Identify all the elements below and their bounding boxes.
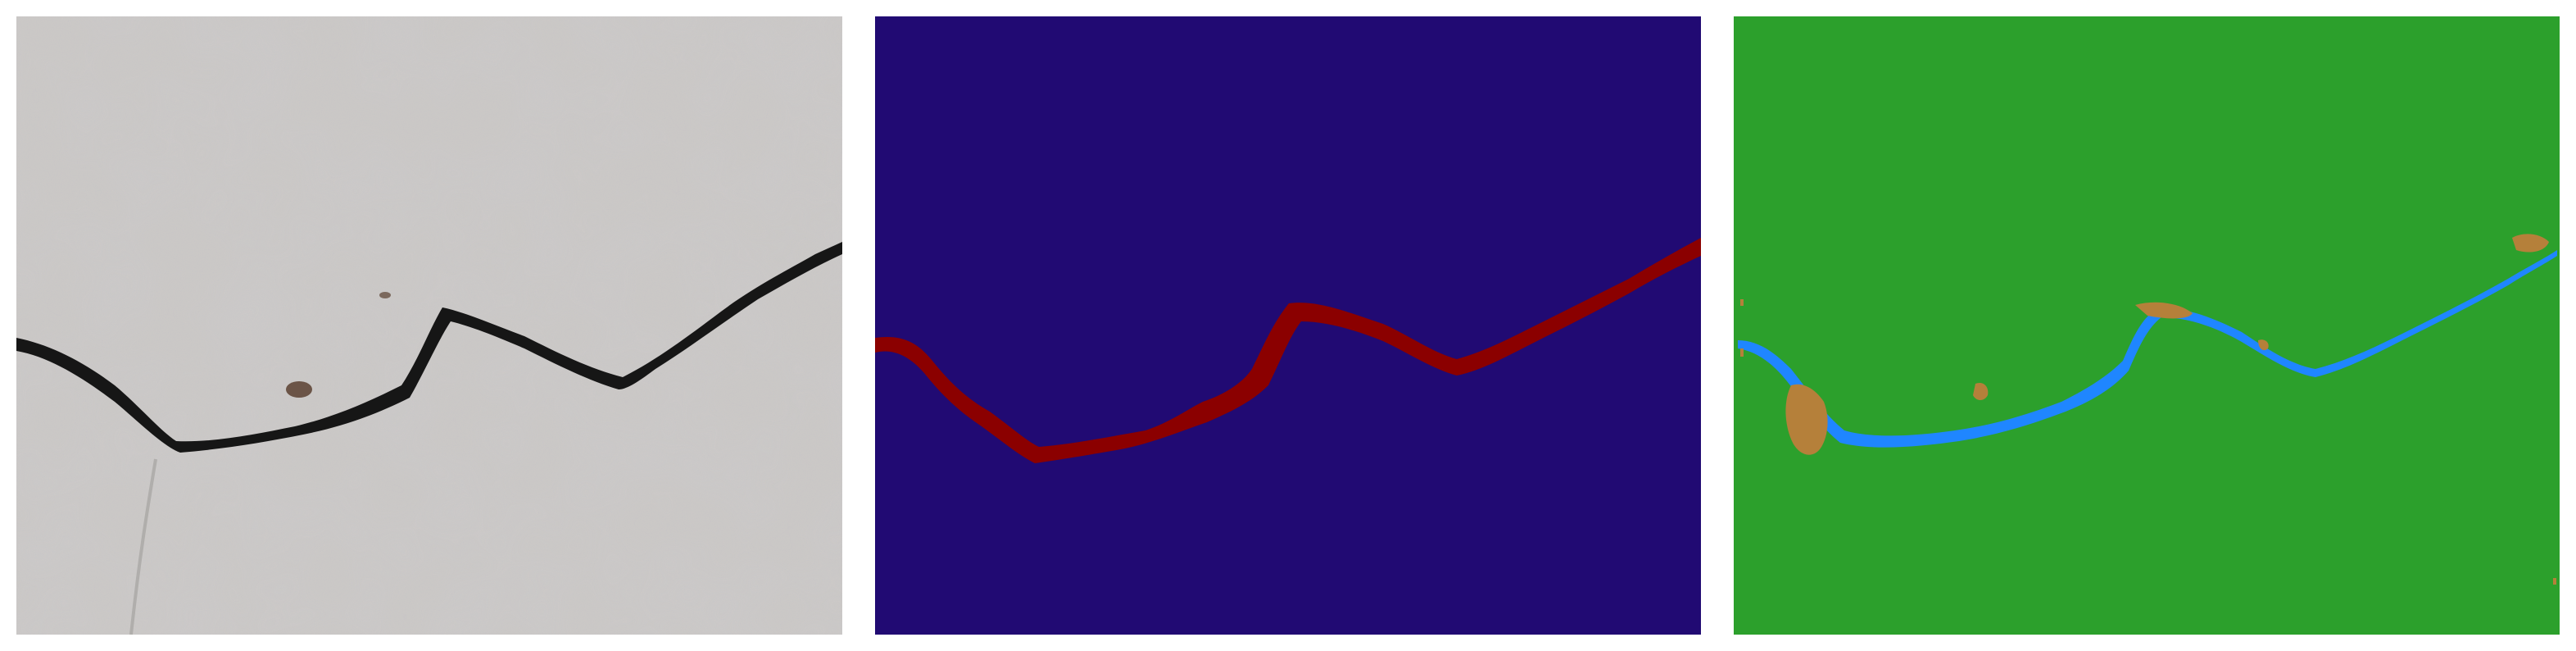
concrete-crack-photo (16, 16, 842, 635)
stain (286, 381, 312, 398)
noise-blob (1740, 348, 1744, 357)
crack-prediction (1734, 16, 2560, 635)
mask-svg (875, 16, 1701, 635)
noise-blob (1785, 384, 1828, 455)
noise-blob (2512, 234, 2549, 253)
noise-blob (2553, 578, 2556, 585)
prediction-noise (1740, 234, 2556, 585)
noise-blob (2258, 339, 2269, 351)
noise-blob (1740, 299, 1744, 306)
noise-blob (1973, 382, 1989, 400)
concrete-photo-svg (16, 16, 842, 635)
prediction-svg (1734, 16, 2560, 635)
main-crack (16, 242, 842, 453)
stain (379, 292, 391, 298)
noise-blob (2135, 302, 2193, 319)
faint-crack (129, 458, 157, 635)
crack-mask (875, 16, 1701, 635)
